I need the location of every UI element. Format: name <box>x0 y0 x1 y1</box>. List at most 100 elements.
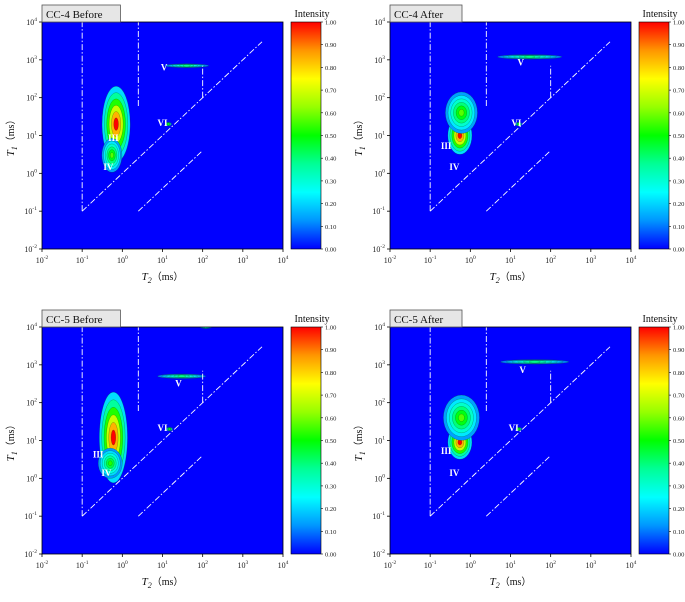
y-axis-label: T1（ms） <box>5 420 19 462</box>
peak-contour <box>108 460 113 467</box>
region-label: VI <box>157 118 167 128</box>
x-tick-label: 102 <box>197 560 208 570</box>
intensity-peak-4 <box>497 54 562 60</box>
panel-2: III IV V VI 10-2 10-1 100 101 102 103 104 10-2 10-1 1… <box>353 4 684 285</box>
guide-lines <box>81 22 263 212</box>
x-tick-label: 102 <box>545 255 556 265</box>
region-label: V <box>175 379 182 389</box>
panel-title-box <box>41 4 121 23</box>
colorbar-tick-label: 0.90 <box>325 42 336 49</box>
x-tick-label: 103 <box>237 560 248 570</box>
colorbar-tick-label: 0.20 <box>325 201 336 208</box>
y-axis-label: T1（ms） <box>5 115 19 157</box>
colorbar <box>638 21 670 250</box>
x-tick-label: 101 <box>157 560 168 570</box>
x-axis-label: T2（ms） <box>490 576 532 590</box>
y-tick-label: 101 <box>374 131 385 141</box>
colorbar <box>290 326 322 555</box>
region-label: III <box>441 141 452 151</box>
colorbar-tick-label: 0.70 <box>325 88 336 95</box>
intensity-peak-2 <box>445 91 478 134</box>
y-tick-label: 102 <box>26 93 37 103</box>
x-tick-label: 10-1 <box>424 560 437 570</box>
colorbar-tick-label: 1.00 <box>673 20 684 27</box>
colorbar-tick-label: 0.50 <box>673 438 684 445</box>
region-label: V <box>519 365 526 375</box>
y-tick-label: 101 <box>26 131 37 141</box>
colorbar-tick-label: 0.10 <box>673 224 684 231</box>
intensity-peak-2 <box>97 447 123 479</box>
colorbar-tick-label: 1.00 <box>673 325 684 332</box>
intensity-peak-4 <box>500 359 570 365</box>
x-tick-label: 101 <box>157 255 168 265</box>
y-tick-label: 10-2 <box>372 244 385 254</box>
colorbar-title: Intensity <box>643 9 678 20</box>
guide-lines <box>81 327 263 517</box>
y-tick-label: 104 <box>26 17 37 27</box>
colorbar-tick-label: 1.00 <box>325 325 336 332</box>
colorbar-tick-label: 0.50 <box>325 133 336 140</box>
region-label: IV <box>101 468 112 478</box>
x-tick-label: 100 <box>465 255 476 265</box>
y-tick-label: 103 <box>26 55 37 65</box>
colorbar-tick-label: 0.80 <box>673 370 684 377</box>
x-tick-label: 103 <box>585 560 596 570</box>
panel-title: CC-4 After <box>394 9 444 21</box>
peak-contour <box>113 117 119 131</box>
x-tick-label: 100 <box>465 560 476 570</box>
colorbar-tick-label: 0.90 <box>673 347 684 354</box>
colorbar-tick-label: 0.90 <box>325 347 336 354</box>
panel-title-box <box>41 309 121 328</box>
panel-title-box <box>389 309 463 328</box>
colorbar-tick-label: 0.20 <box>673 201 684 208</box>
peak-contour <box>110 429 116 446</box>
x-tick-label: 10-2 <box>36 560 49 570</box>
region-label: V <box>518 58 525 68</box>
peak-contour <box>458 413 465 422</box>
colorbar-tick-label: 0.80 <box>325 65 336 72</box>
colorbar-tick-label: 0.60 <box>325 415 336 422</box>
y-tick-label: 101 <box>374 436 385 446</box>
x-tick-label: 103 <box>237 255 248 265</box>
x-tick-label: 102 <box>197 255 208 265</box>
intensity-peak-3 <box>166 427 173 432</box>
peak-contour <box>182 64 191 68</box>
colorbar-tick-label: 0.30 <box>673 483 684 490</box>
x-tick-label: 101 <box>505 255 516 265</box>
panel-1: III IV V VI 10-2 10-1 100 101 102 103 104 10-2 10-1 1… <box>5 4 336 285</box>
panel-title: CC-5 After <box>394 314 444 326</box>
y-axis-label: T1（ms） <box>353 420 367 462</box>
y-tick-label: 103 <box>26 360 37 370</box>
colorbar-tick-label: 0.30 <box>325 178 336 185</box>
colorbar-title: Intensity <box>295 9 330 20</box>
peak-contour <box>517 122 521 126</box>
x-tick-label: 102 <box>545 560 556 570</box>
y-tick-label: 10-1 <box>372 206 385 216</box>
panel-title: CC-4 Before <box>46 9 103 21</box>
panel-title-box <box>389 4 463 23</box>
colorbar-tick-label: 0.20 <box>673 506 684 513</box>
colorbar-tick-label: 0.70 <box>673 88 684 95</box>
y-tick-label: 10-2 <box>24 549 37 559</box>
colorbar-tick-label: 0.60 <box>673 415 684 422</box>
region-label: VI <box>157 423 167 433</box>
y-tick-label: 102 <box>374 93 385 103</box>
x-tick-label: 10-1 <box>76 255 89 265</box>
peak-contour <box>177 374 186 378</box>
panel-title: CC-5 Before <box>46 314 103 326</box>
y-tick-label: 10-2 <box>372 549 385 559</box>
colorbar-title: Intensity <box>295 314 330 325</box>
colorbar-tick-label: 0.50 <box>673 133 684 140</box>
y-tick-label: 103 <box>374 360 385 370</box>
peak-contour <box>528 360 541 364</box>
colorbar <box>638 326 670 555</box>
region-label: V <box>161 62 168 72</box>
peak-contour <box>110 152 114 159</box>
x-tick-label: 101 <box>505 560 516 570</box>
x-tick-label: 100 <box>117 560 128 570</box>
x-axis-label: T2（ms） <box>142 271 184 285</box>
colorbar-tick-label: 0.00 <box>325 247 336 254</box>
colorbar-tick-label: 0.50 <box>325 438 336 445</box>
region-label: III <box>93 450 104 460</box>
